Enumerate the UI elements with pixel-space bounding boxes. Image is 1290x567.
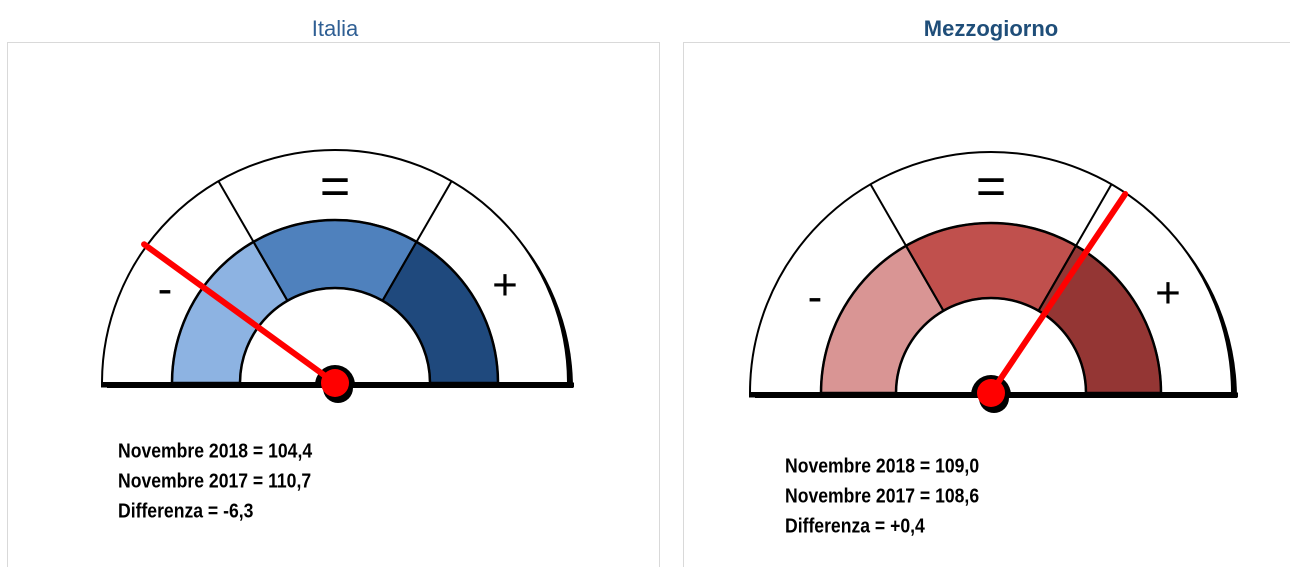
- gauge-divider: [1037, 183, 1113, 312]
- gauge-symbol: -: [158, 265, 173, 314]
- gauge-symbol: +: [1155, 269, 1181, 318]
- gauge-divider: [381, 180, 453, 302]
- gauge-symbol: =: [976, 158, 1006, 216]
- needle: [141, 241, 338, 386]
- summary-line: Novembre 2018 = 104,4: [118, 439, 313, 461]
- summary-line: Differenza = +0,4: [785, 514, 925, 536]
- needle-pivot: [321, 369, 349, 397]
- gauge-symbol: +: [492, 261, 518, 310]
- gauge-symbol: -: [808, 273, 823, 322]
- gauge-divider: [217, 180, 289, 302]
- panel-title: Italia: [312, 16, 359, 41]
- needle: [988, 191, 1129, 396]
- gauge-divider: [869, 183, 945, 312]
- summary-line: Novembre 2017 = 108,6: [785, 484, 979, 506]
- panel-title: Mezzogiorno: [924, 16, 1058, 41]
- needle-pivot: [977, 379, 1005, 407]
- gauge-symbol: =: [320, 158, 350, 216]
- gauge-band-outline: [819, 221, 1163, 395]
- summary-line: Differenza = -6,3: [118, 499, 253, 521]
- summary-line: Novembre 2017 = 110,7: [118, 469, 311, 491]
- summary-line: Novembre 2018 = 109,0: [785, 454, 979, 476]
- gauge-band-outline: [170, 218, 500, 385]
